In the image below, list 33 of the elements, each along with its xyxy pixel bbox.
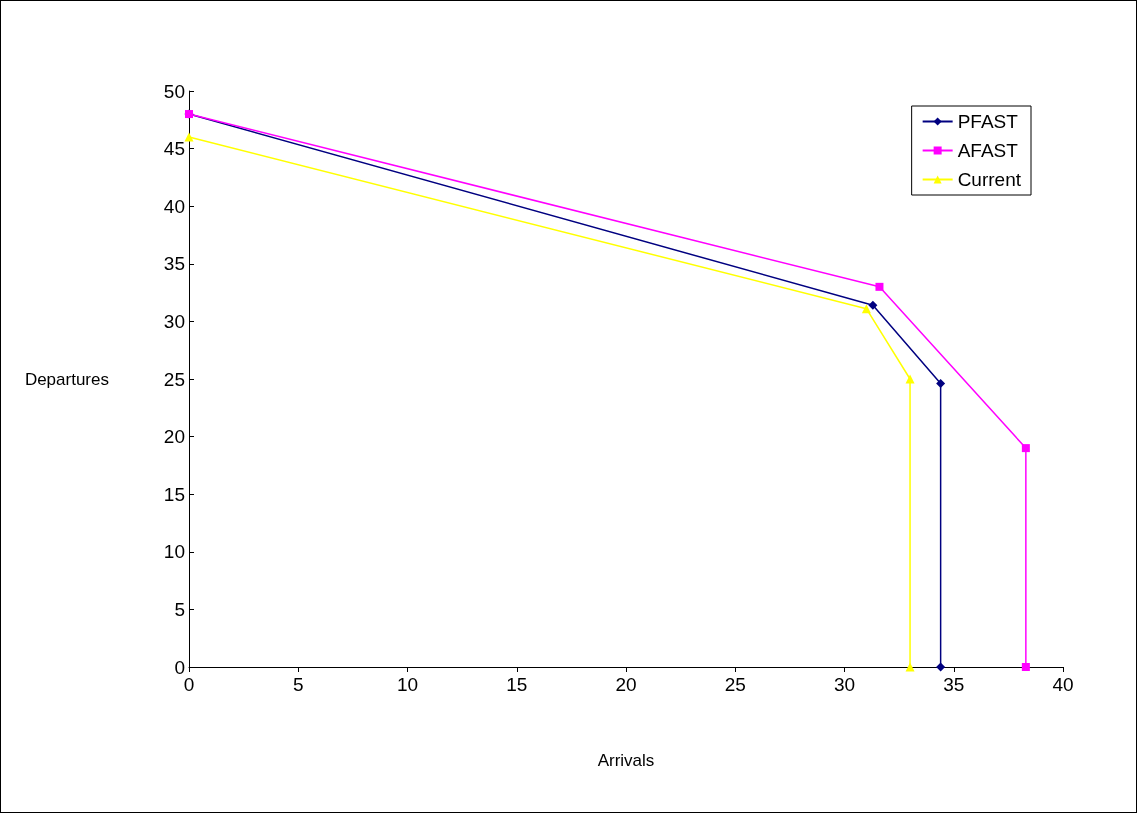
- point: [1021, 444, 1030, 453]
- point: [936, 379, 946, 389]
- x-tick-label: 25: [724, 674, 746, 695]
- x-tick-label: 20: [615, 674, 637, 695]
- point: [936, 662, 946, 672]
- legend-label: AFAST: [957, 140, 1019, 161]
- point: [184, 132, 194, 142]
- y-tick-label: 30: [163, 310, 185, 332]
- legend-label: PFAST: [957, 111, 1019, 132]
- y-axis-title: Departures: [24, 369, 109, 389]
- y-tick-label: 40: [163, 195, 185, 217]
- y-tick-label: 45: [163, 138, 185, 160]
- y-tick-label: 0: [174, 656, 185, 678]
- x-tick-label: 30: [833, 674, 856, 695]
- point: [905, 662, 915, 672]
- point: [1021, 663, 1030, 671]
- point: [868, 300, 878, 310]
- y-tick-label: 35: [163, 253, 185, 275]
- x-tick-label: 15: [506, 674, 528, 695]
- y-tick-label: 10: [163, 541, 185, 563]
- point: [905, 374, 915, 384]
- legend-label: Current: [957, 169, 1022, 190]
- x-tick-label: 40: [1052, 674, 1074, 695]
- y-tick-label: 15: [163, 483, 185, 505]
- y-tick-label: 5: [174, 598, 185, 620]
- x-tick-label: 5: [292, 674, 304, 695]
- y-tick-label: 20: [163, 426, 185, 448]
- x-tick-label: 35: [943, 674, 965, 695]
- x-axis-title: Arrivals: [597, 751, 655, 770]
- x-tick-label: 10: [396, 674, 419, 695]
- point: [875, 282, 884, 291]
- y-tick-label: 25: [163, 368, 185, 390]
- y-tick-label: 50: [163, 80, 185, 102]
